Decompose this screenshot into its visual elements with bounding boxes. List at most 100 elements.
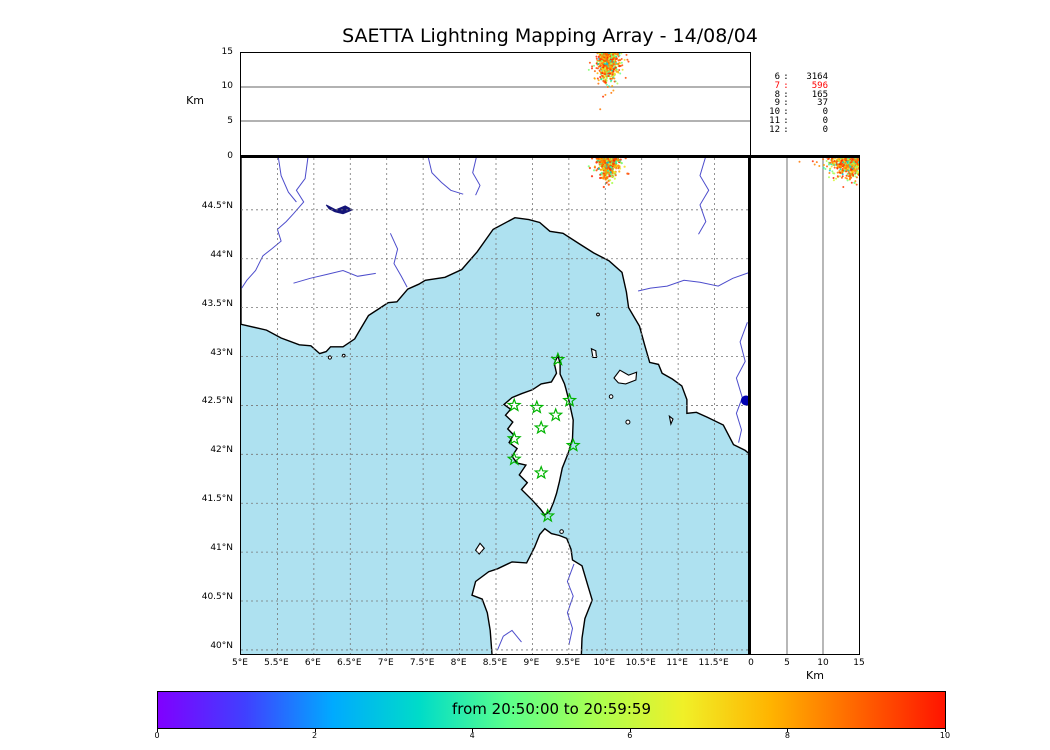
small-island [608, 394, 614, 399]
station-count-colon: : [783, 107, 789, 118]
station-star-marker [506, 430, 522, 446]
small-island [625, 419, 631, 425]
latitude-tick-label: 42.5°N [201, 396, 233, 407]
station-count-value: 165 [811, 89, 828, 100]
river [427, 158, 464, 195]
right-altitude-tick-label: 15 [853, 658, 865, 668]
latitude-tick-label: 44.5°N [201, 200, 233, 211]
geographic-map [241, 158, 748, 654]
station-count-row: 8: 165 [766, 89, 838, 100]
longitude-tick-label: 11.5°E [698, 658, 729, 668]
station-count-key: 9 [774, 98, 780, 109]
altitude-tick-label: 10 [221, 81, 233, 92]
station-star-marker [550, 351, 566, 366]
colorbar-tick-label: 10 [939, 731, 951, 740]
latitude-tick-label: 43°N [210, 347, 233, 358]
colorbar-tick-label: 8 [784, 731, 790, 740]
longitude-tick-label: 8.5°E [482, 658, 508, 668]
altitude-latitude-plot [786, 158, 859, 654]
station-count-value: 37 [817, 98, 828, 109]
map-panel [240, 155, 751, 655]
station-count-row: 9: 37 [766, 99, 838, 108]
longitude-tick-label: 7.5°E [409, 658, 435, 668]
colorbar-tick-label: 4 [469, 731, 475, 740]
station-count-value: 0 [822, 107, 828, 118]
altitude-axis-label-left: Km [186, 94, 204, 107]
small-island [596, 312, 600, 317]
station-count-value: 0 [822, 124, 828, 135]
figure-title: SAETTA Lightning Mapping Array - 14/08/0… [342, 25, 758, 47]
right-altitude-tick-label: 5 [784, 658, 790, 668]
longitude-tick-label: 5°E [232, 658, 248, 668]
river [497, 629, 522, 651]
station-count-row: 7: 596 [766, 80, 838, 91]
colorbar-tick-label: 6 [627, 731, 633, 740]
station-star-marker [529, 399, 545, 414]
colorbar-tick-mark [472, 729, 474, 732]
latitude-tick-label: 40°N [210, 640, 233, 651]
island [668, 414, 674, 426]
coastline-sardinia [471, 527, 593, 654]
station-count-key: 7 [774, 80, 780, 91]
altitude-longitude-panel [240, 52, 751, 156]
station-star-marker [533, 420, 549, 435]
latitude-tick-label: 44°N [210, 249, 233, 260]
longitude-tick-label: 9°E [523, 658, 540, 668]
station-count-value: 3164 [806, 72, 828, 82]
station-count-colon: : [783, 115, 789, 126]
colorbar-gradient [158, 692, 945, 728]
time-colorbar [157, 691, 946, 729]
longitude-tick-label: 6.5°E [337, 658, 362, 668]
station-count-panel: 6: 3164 7: 596 8: 165 9: 37 10: 0 11: 0 12: 0 [766, 73, 838, 135]
island [474, 542, 486, 555]
station-count-colon: : [783, 124, 789, 135]
river [293, 269, 376, 284]
station-star-marker [562, 392, 578, 408]
altitude-longitude-plot [241, 53, 750, 122]
river [389, 233, 408, 288]
river [472, 158, 481, 196]
lightning-points-altitude-longitude [587, 53, 630, 111]
longitude-tick-label: 9.5°E [555, 658, 581, 668]
station-star-marker [540, 508, 556, 523]
right-altitude-tick-label: 0 [748, 658, 754, 668]
coastline-mainland [241, 158, 748, 454]
lma-stations [506, 351, 581, 523]
station-star-marker [548, 407, 564, 422]
river [637, 272, 748, 292]
longitude-tick-label: 10.5°E [625, 658, 656, 668]
colorbar-tick-mark [157, 729, 158, 732]
coastline-corsica [502, 353, 574, 516]
station-count-row: 11: 0 [766, 117, 838, 126]
altitude-latitude-panel [751, 155, 860, 655]
lake-bolsena [740, 395, 748, 406]
island [613, 369, 638, 385]
station-star-marker [506, 451, 522, 466]
river [698, 158, 710, 235]
colorbar-label: from 20:50:00 to 20:59:59 [451, 700, 651, 718]
colorbar-tick-mark [945, 729, 946, 732]
station-count-colon: : [783, 80, 789, 91]
colorbar-tick-mark [787, 729, 789, 732]
colorbar-tick-label: 2 [312, 731, 318, 740]
station-star-marker [533, 465, 549, 480]
colorbar-tick-label: 0 [154, 731, 160, 740]
longitude-tick-label: 11°E [666, 658, 688, 668]
latitude-tick-label: 43.5°N [201, 298, 233, 309]
island [590, 347, 598, 359]
altitude-axis-label-bottom: Km [806, 669, 824, 682]
longitude-tick-label: 6°E [304, 658, 321, 668]
station-count-value: 0 [822, 115, 828, 126]
station-count-colon: : [783, 72, 789, 82]
station-count-row: 10: 0 [766, 108, 838, 117]
station-count-row: 12: 0 [766, 124, 838, 135]
station-count-key: 6 [774, 72, 780, 82]
station-count-colon: : [783, 89, 789, 100]
longitude-tick-label: 5.5°E [264, 658, 289, 668]
station-count-key: 12 [769, 124, 780, 135]
latitude-tick-label: 42°N [210, 445, 233, 456]
river [735, 322, 748, 443]
lake-serre-poncon [325, 204, 354, 215]
station-count-row: 6: 3164 [766, 73, 838, 82]
latitude-tick-label: 41°N [210, 543, 233, 554]
